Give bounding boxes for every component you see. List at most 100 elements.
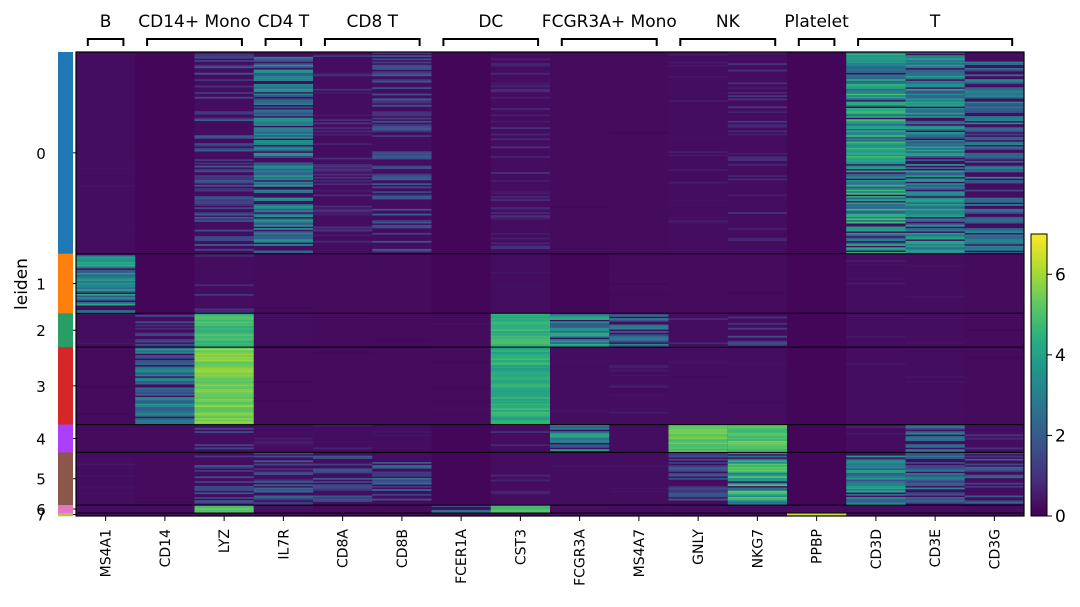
cell-streak [76,260,136,262]
cell-streak [727,440,788,443]
cell-streak [490,242,551,245]
cell-streak [905,82,966,85]
gene-label-CST3: CST3 [513,529,529,565]
cell-streak [253,197,314,200]
cell-streak [964,96,1025,99]
cell-streak [609,337,669,340]
cell-streak [490,416,551,419]
cell-streak [905,199,966,202]
gene-tick-labels: MS4A1 CD14 LYZ IL7R CD8A CD8B FCER1A CST3 FCGR3A… [99,516,1003,586]
cell-streak [194,334,255,337]
cell-streak [609,473,669,475]
cell-streak [490,342,551,345]
cell-streak [846,184,906,187]
cell-streak [964,93,1025,96]
cell-streak [490,511,551,514]
heat-cell-c5-PPBP [787,452,847,506]
cell-streak [372,485,432,488]
cell-streak [372,381,432,383]
cell-streak [372,403,432,406]
cell-streak [253,473,314,475]
cell-streak [668,199,729,202]
cell-streak [490,63,551,66]
cell-streak [253,109,314,112]
cell-streak [905,88,966,91]
cell-streak [846,144,906,147]
cell-streak [313,506,373,509]
cell-streak [253,228,314,230]
gene-label-FCGR3A: FCGR3A [573,529,589,586]
cell-streak [253,184,314,187]
cell-streak [905,172,966,174]
cell-streak [135,418,195,420]
cell-streak [253,98,314,101]
cell-streak [964,474,1025,477]
cell-streak [550,56,610,59]
cell-streak [668,221,729,224]
cell-streak [490,212,551,214]
cell-streak [846,221,906,224]
cell-streak [372,465,432,467]
colorbar-gradient [1030,233,1048,517]
cell-streak [194,316,255,319]
cell-streak [905,80,966,83]
cell-streak [609,487,669,490]
cell-streak [194,175,255,178]
cell-streak [905,152,966,155]
cell-streak [668,181,729,184]
cell-streak [313,74,373,77]
cluster-label-1: 1 [36,276,46,294]
cell-streak [313,424,373,427]
heat-cell-c4-MS4A7 [609,424,669,453]
cell-streak [905,465,966,467]
cell-streak [194,389,255,391]
cell-streak [905,96,966,99]
cell-streak [846,474,906,477]
cell-streak [490,505,551,507]
cell-streak [372,224,432,227]
cell-streak [313,498,373,501]
cell-streak [372,194,432,197]
cell-streak [372,104,432,107]
cell-streak [846,146,906,149]
cell-streak [846,205,906,208]
cell-streak [253,135,314,138]
cell-streak [253,224,314,227]
cell-streak [135,366,195,369]
cell-streak [76,266,136,269]
cell-streak [846,503,906,506]
cell-streak [490,127,551,130]
cell-streak [905,413,966,416]
cell-streak [609,63,669,66]
cell-streak [668,436,729,438]
cell-streak [905,210,966,213]
cell-streak [372,72,432,75]
cell-streak [964,252,1025,254]
cell-streak [727,178,788,181]
cell-streak [905,192,966,195]
cell-streak [964,138,1025,141]
cell-streak [194,332,255,335]
cell-streak [668,256,729,259]
cell-streak [846,487,906,490]
cell-streak [490,345,551,348]
cell-streak [76,281,136,283]
cell-streak [372,135,432,138]
cell-streak [668,92,729,94]
cell-streak [668,477,729,480]
cell-streak [905,156,966,158]
cell-streak [194,419,255,422]
cell-streak [668,220,729,222]
cell-streak [253,63,314,66]
cell-streak [135,356,195,359]
cell-streak [76,293,136,296]
cell-streak [905,479,966,482]
cell-streak [609,505,669,507]
cell-streak [727,194,788,197]
cell-streak [727,498,788,501]
cluster-color-5 [58,452,73,506]
cell-streak [846,212,906,214]
cell-streak [253,146,314,149]
cell-streak [76,184,136,187]
cell-streak [550,331,610,333]
